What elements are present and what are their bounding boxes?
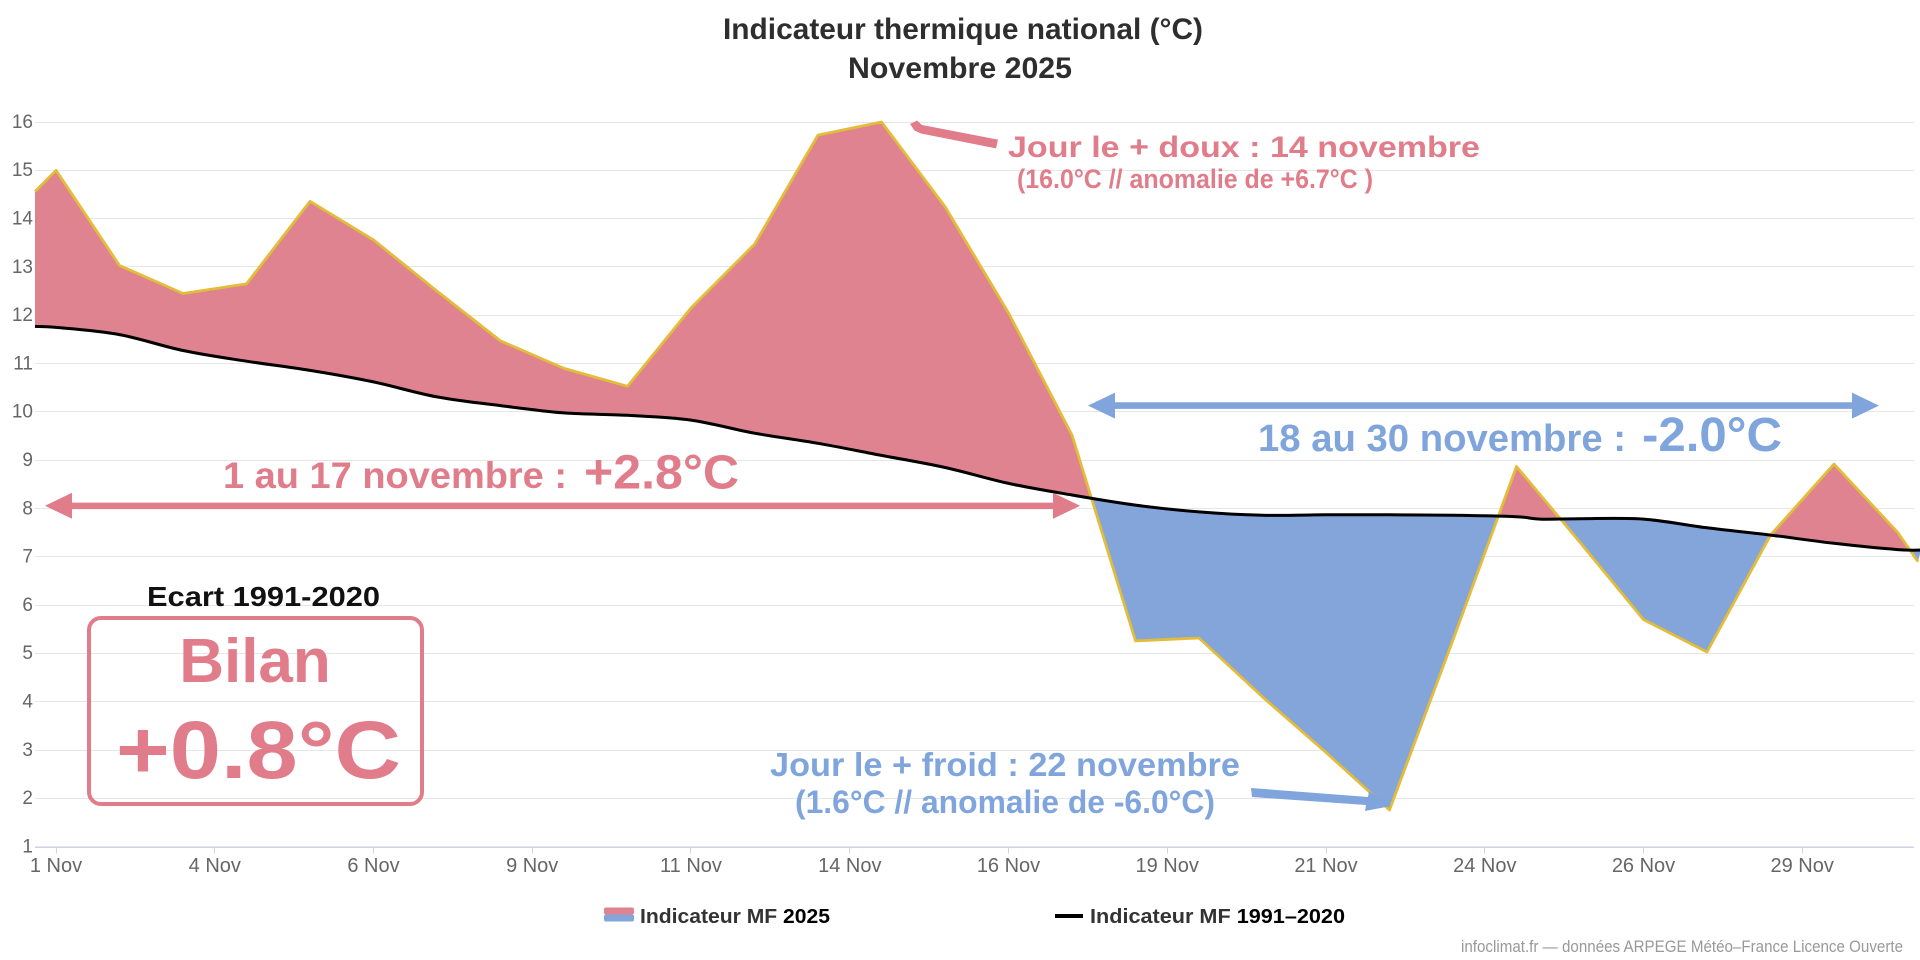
svg-text:26 Nov: 26 Nov — [1612, 855, 1675, 877]
svg-text:-2.0°C: -2.0°C — [1642, 409, 1782, 462]
svg-text:4: 4 — [22, 692, 33, 713]
svg-text:6: 6 — [22, 595, 33, 616]
svg-text:11: 11 — [13, 353, 33, 374]
svg-text:10: 10 — [12, 402, 33, 423]
svg-text:14 Nov: 14 Nov — [818, 855, 881, 877]
svg-text:1 Nov: 1 Nov — [30, 855, 82, 877]
svg-text:Bilan: Bilan — [179, 627, 331, 696]
svg-text:4 Nov: 4 Nov — [189, 855, 241, 877]
svg-text:(1.6°C // anomalie de -6.0°C): (1.6°C // anomalie de -6.0°C) — [795, 784, 1215, 820]
svg-text:15: 15 — [12, 160, 33, 181]
svg-text:Indicateur thermique national: Indicateur thermique national (°C) — [723, 13, 1203, 46]
svg-text:29 Nov: 29 Nov — [1771, 855, 1834, 877]
svg-text:Jour le + froid : 22 novembre: Jour le + froid : 22 novembre — [770, 746, 1240, 783]
svg-text:5: 5 — [22, 643, 33, 664]
svg-text:Jour le + doux : 14 novembre: Jour le + doux : 14 novembre — [1008, 131, 1480, 164]
svg-text:16: 16 — [12, 112, 33, 133]
svg-text:11 Nov: 11 Nov — [660, 855, 722, 877]
svg-text:infoclimat.fr — données ARPEGE: infoclimat.fr — données ARPEGE Météo–Fra… — [1461, 938, 1903, 956]
svg-text:19 Nov: 19 Nov — [1136, 855, 1199, 877]
svg-text:Novembre 2025: Novembre 2025 — [848, 52, 1072, 85]
svg-text:24 Nov: 24 Nov — [1453, 855, 1516, 877]
svg-text:7: 7 — [22, 547, 33, 568]
svg-text:Indicateur MF 1991–2020: Indicateur MF 1991–2020 — [1090, 906, 1345, 928]
svg-text:12: 12 — [12, 305, 33, 326]
svg-text:2: 2 — [22, 788, 33, 809]
svg-text:Indicateur MF 2025: Indicateur MF 2025 — [640, 906, 830, 928]
svg-text:+2.8°C: +2.8°C — [584, 447, 739, 500]
svg-text:9: 9 — [22, 450, 33, 471]
svg-text:3: 3 — [22, 740, 33, 761]
svg-text:(16.0°C // anomalie de +6.7°C: (16.0°C // anomalie de +6.7°C ) — [1017, 164, 1373, 194]
svg-text:16 Nov: 16 Nov — [977, 855, 1040, 877]
svg-text:1 au 17 novembre :: 1 au 17 novembre : — [223, 455, 567, 496]
svg-text:8: 8 — [22, 498, 33, 519]
svg-text:18 au 30 novembre :: 18 au 30 novembre : — [1258, 418, 1626, 460]
svg-text:1: 1 — [22, 837, 33, 858]
svg-text:+0.8°C: +0.8°C — [116, 705, 401, 796]
svg-text:21 Nov: 21 Nov — [1294, 855, 1357, 877]
svg-text:9 Nov: 9 Nov — [506, 855, 558, 877]
svg-text:6 Nov: 6 Nov — [347, 855, 399, 877]
svg-text:Ecart 1991-2020: Ecart 1991-2020 — [147, 581, 380, 612]
svg-text:13: 13 — [12, 257, 33, 278]
svg-text:14: 14 — [12, 209, 34, 230]
